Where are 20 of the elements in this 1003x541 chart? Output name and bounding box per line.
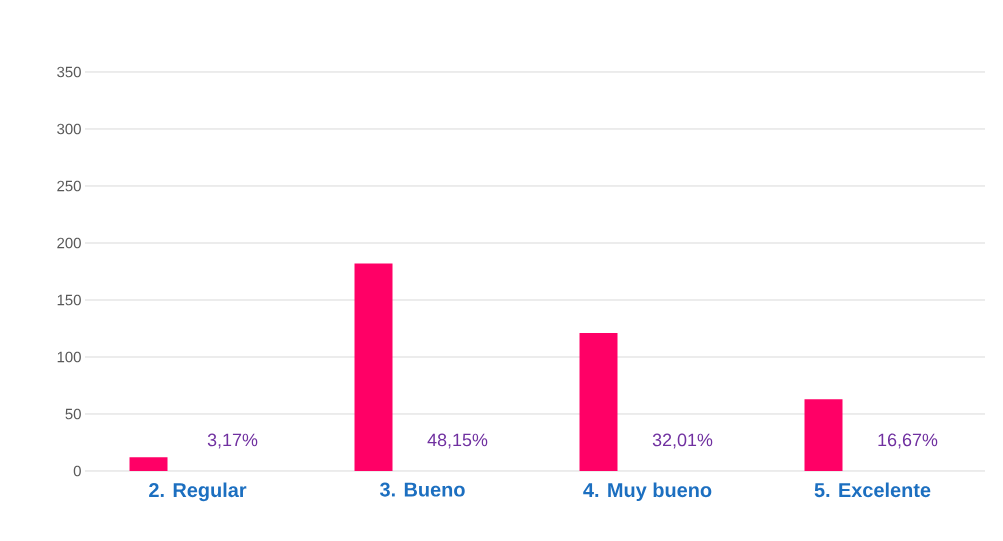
bar <box>129 457 168 471</box>
annotation: 16,67% <box>878 433 938 449</box>
y-tick-label: 150 <box>57 294 81 306</box>
x-tick-label: 4. Muy bueno <box>583 482 712 502</box>
y-tick-label: 300 <box>57 123 81 135</box>
y-tick-label: 0 <box>73 465 81 477</box>
bar <box>354 263 393 471</box>
y-tick-label: 350 <box>57 66 81 78</box>
x-tick-label: 2. Regular <box>149 482 247 502</box>
bar <box>804 399 843 471</box>
annotation: 32,01% <box>652 433 713 449</box>
x-tick-label: 5. Excelente <box>814 482 931 498</box>
annotation: 3,17% <box>207 433 258 449</box>
y-tick-label: 250 <box>57 180 81 192</box>
x-tick-label: 3. Bueno <box>379 482 465 497</box>
annotation: 48,15% <box>427 433 488 449</box>
y-tick-label: 100 <box>57 351 81 363</box>
y-tick-label: 50 <box>65 408 81 420</box>
y-tick-label: 200 <box>57 237 81 249</box>
bar <box>579 333 618 471</box>
